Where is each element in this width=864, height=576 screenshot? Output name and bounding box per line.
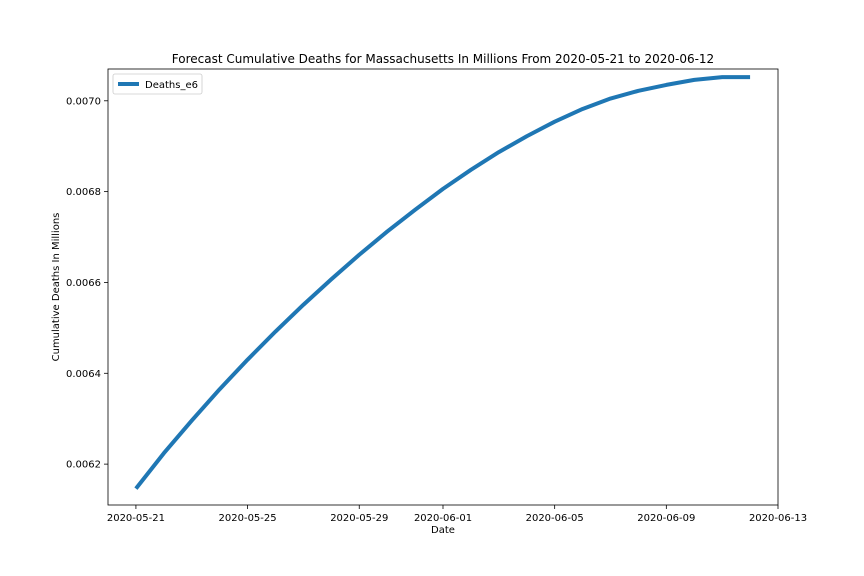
legend-box bbox=[112, 73, 203, 95]
x-tick-label: 2020-06-05 bbox=[526, 513, 584, 524]
x-tick-label: 2020-05-29 bbox=[330, 513, 388, 524]
plot-area-frame bbox=[107, 68, 779, 506]
chart-title: Forecast Cumulative Deaths for Massachus… bbox=[172, 52, 714, 66]
y-tick-label: 0.0068 bbox=[66, 187, 101, 198]
x-tick-label: 2020-05-25 bbox=[219, 513, 277, 524]
series-line-deaths-e6 bbox=[134, 75, 751, 490]
x-tick-label: 2020-05-21 bbox=[107, 513, 165, 524]
legend-label-deaths-e6: Deaths_e6 bbox=[145, 80, 198, 91]
x-tick-label: 2020-06-09 bbox=[637, 513, 695, 524]
x-tick-label: 2020-06-13 bbox=[749, 513, 807, 524]
y-axis-ticks: 0.0062 0.0064 0.0066 0.0068 0.0070 bbox=[66, 96, 108, 471]
y-tick-label: 0.0064 bbox=[66, 369, 101, 380]
legend: Deaths_e6 bbox=[112, 73, 203, 95]
x-axis-label: Date bbox=[431, 525, 455, 536]
y-tick-label: 0.0070 bbox=[66, 96, 101, 107]
y-axis-label: Cumulative Deaths In Millions bbox=[51, 213, 62, 362]
x-axis-ticks: 2020-05-21 2020-05-25 2020-05-29 2020-06-01… bbox=[107, 505, 807, 524]
y-tick-label: 0.0066 bbox=[66, 278, 101, 289]
x-tick-label: 2020-06-01 bbox=[414, 513, 472, 524]
y-tick-label: 0.0062 bbox=[66, 460, 101, 471]
